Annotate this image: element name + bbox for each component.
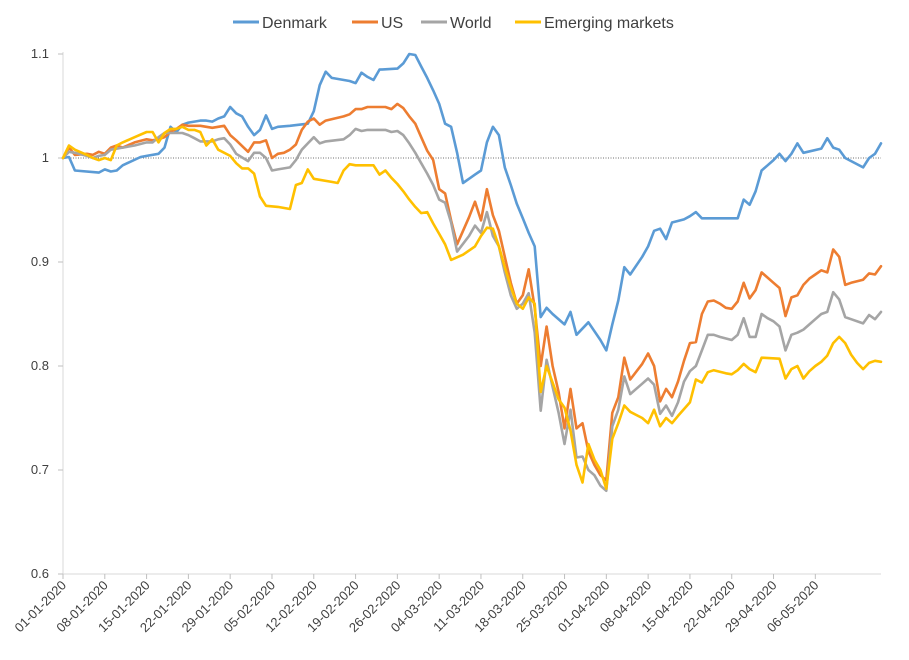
- legend-item-emerging-markets: Emerging markets: [515, 15, 674, 32]
- y-tick-label: 1: [42, 150, 49, 165]
- legend: Denmark US World Emerging markets: [233, 15, 674, 32]
- y-tick-label: 1.1: [31, 46, 49, 61]
- legend-label: World: [450, 15, 492, 32]
- series-line-emerging-markets: [61, 125, 883, 490]
- y-tick-label: 0.6: [31, 566, 49, 581]
- legend-item-us: US: [352, 15, 403, 32]
- y-tick-label: 0.9: [31, 254, 49, 269]
- legend-label: Emerging markets: [544, 15, 674, 32]
- legend-label: Denmark: [262, 15, 328, 32]
- legend-label: US: [381, 15, 403, 32]
- x-axis-tick-labels: 01-01-202008-01-202015-01-202022-01-2020…: [11, 578, 821, 636]
- series-line-denmark: [61, 52, 883, 352]
- y-tick-label: 0.7: [31, 462, 49, 477]
- series-line-world: [61, 127, 883, 493]
- legend-item-world: World: [421, 15, 492, 32]
- series-lines: [61, 52, 883, 493]
- series-line-us: [61, 102, 883, 482]
- axes: [58, 52, 881, 579]
- y-axis-tick-labels: 0.6 0.7 0.8 0.9 1 1.1: [31, 46, 49, 581]
- legend-item-denmark: Denmark: [233, 15, 328, 32]
- y-tick-label: 0.8: [31, 358, 49, 373]
